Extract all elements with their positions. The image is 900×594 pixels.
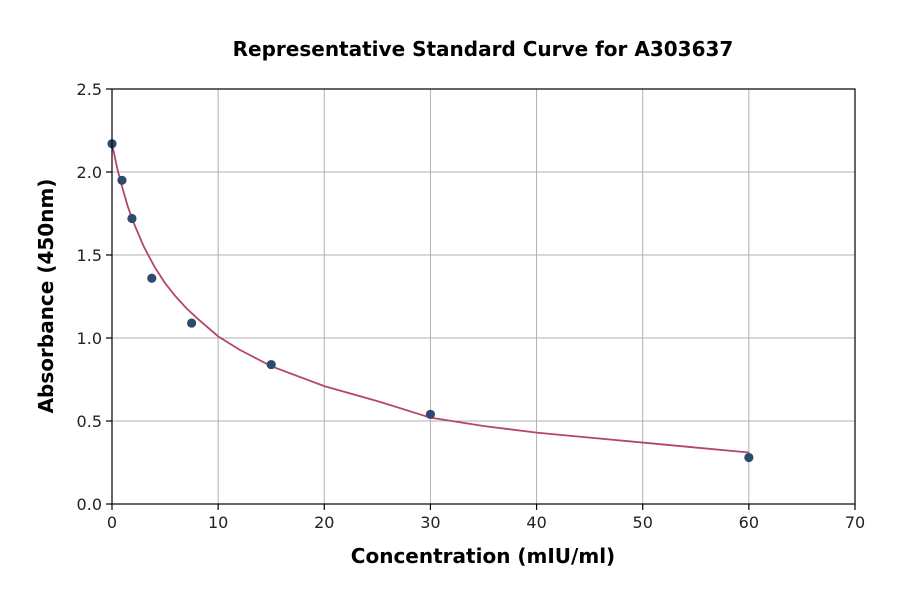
plot-frame — [111, 88, 856, 505]
y-tick-label: 1.0 — [77, 329, 102, 348]
y-tick-label: 0.5 — [77, 412, 102, 431]
chart-title: Representative Standard Curve for A30363… — [233, 37, 734, 61]
y-tick-label: 2.5 — [77, 80, 102, 99]
data-point-2 — [127, 213, 137, 224]
data-point-6 — [425, 409, 436, 419]
data-points-layer — [107, 139, 754, 463]
y-axis-label: Absorbance (450nm) — [34, 179, 58, 414]
data-point-1 — [117, 175, 127, 185]
data-point-7 — [744, 452, 754, 463]
axis-ticks: 0 10 20 30 40 50 60 70 0.0 0.5 1.0 1.5 2.0 2.5 — [77, 80, 866, 532]
x-tick-label: 40 — [526, 513, 546, 532]
data-point-4 — [187, 318, 197, 328]
y-tick-label: 2.0 — [77, 163, 102, 182]
x-tick-label: 50 — [633, 513, 653, 532]
y-tick-label: 1.5 — [77, 246, 102, 265]
x-tick-label: 0 — [107, 513, 117, 532]
data-point-5 — [266, 359, 276, 370]
grid-lines — [111, 88, 856, 505]
x-tick-label: 10 — [208, 513, 228, 532]
x-tick-label: 70 — [845, 513, 865, 532]
x-tick-label: 60 — [739, 513, 759, 532]
x-tick-label: 30 — [420, 513, 440, 532]
x-axis-label: Concentration (mIU/ml) — [351, 544, 615, 568]
data-point-3 — [147, 273, 157, 283]
x-tick-label: 20 — [314, 513, 334, 532]
y-tick-label: 0.0 — [77, 495, 102, 514]
